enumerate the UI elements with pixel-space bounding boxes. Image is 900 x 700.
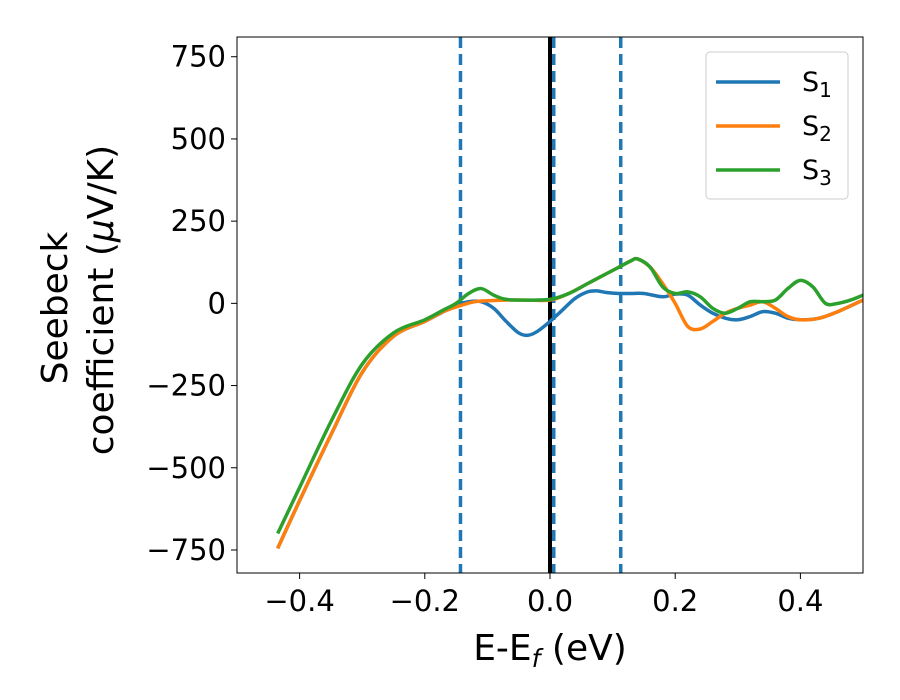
x-axis: −0.4 −0.2 0.0 0.2 0.4 xyxy=(264,573,823,618)
y-tick-label: 500 xyxy=(171,122,226,156)
legend-label-sub: 1 xyxy=(819,78,832,102)
y-axis-label-line1: Seebeck xyxy=(35,231,76,384)
y-tick-label: −500 xyxy=(146,451,226,485)
y-axis-label-line2: coefficient (μV/K) xyxy=(81,145,122,455)
legend-label-main: S xyxy=(802,111,819,142)
series-line-s3 xyxy=(276,256,863,535)
y-axis-label-line2-a: coefficient ( xyxy=(81,242,122,455)
x-axis-label: E-Ef (eV) xyxy=(473,628,627,673)
x-axis-label-main: E-E xyxy=(473,628,531,669)
y-tick-label: −750 xyxy=(146,533,226,567)
legend-label-sub: 3 xyxy=(819,166,832,190)
x-tick-label: 0.0 xyxy=(527,584,573,618)
y-tick-label: 250 xyxy=(171,204,226,238)
y-axis-label: Seebeck coefficient (μV/K) xyxy=(35,145,122,455)
x-tick-label: 0.4 xyxy=(777,584,823,618)
y-tick-label: 0 xyxy=(208,286,226,320)
legend-label-main: S xyxy=(802,155,819,186)
legend-label-sub: 2 xyxy=(819,122,832,146)
x-tick-label: −0.4 xyxy=(264,584,334,618)
x-tick-label: 0.2 xyxy=(652,584,698,618)
legend-label-s1: S1 xyxy=(802,67,832,102)
series-layer xyxy=(276,256,863,550)
y-axis-label-line2-b: V/K) xyxy=(81,145,122,219)
x-tick-label: −0.2 xyxy=(390,584,460,618)
y-tick-label: 750 xyxy=(171,40,226,74)
y-axis: −750 −500 −250 0 250 500 750 xyxy=(146,40,237,567)
y-tick-label: −250 xyxy=(146,369,226,403)
legend-label-main: S xyxy=(802,67,819,98)
vlines-layer xyxy=(458,37,623,573)
legend-label-s2: S2 xyxy=(802,111,832,146)
y-axis-label-mu: μ xyxy=(81,219,122,243)
x-axis-label-tail: (eV) xyxy=(540,628,626,669)
legend-label-s3: S3 xyxy=(802,155,832,190)
